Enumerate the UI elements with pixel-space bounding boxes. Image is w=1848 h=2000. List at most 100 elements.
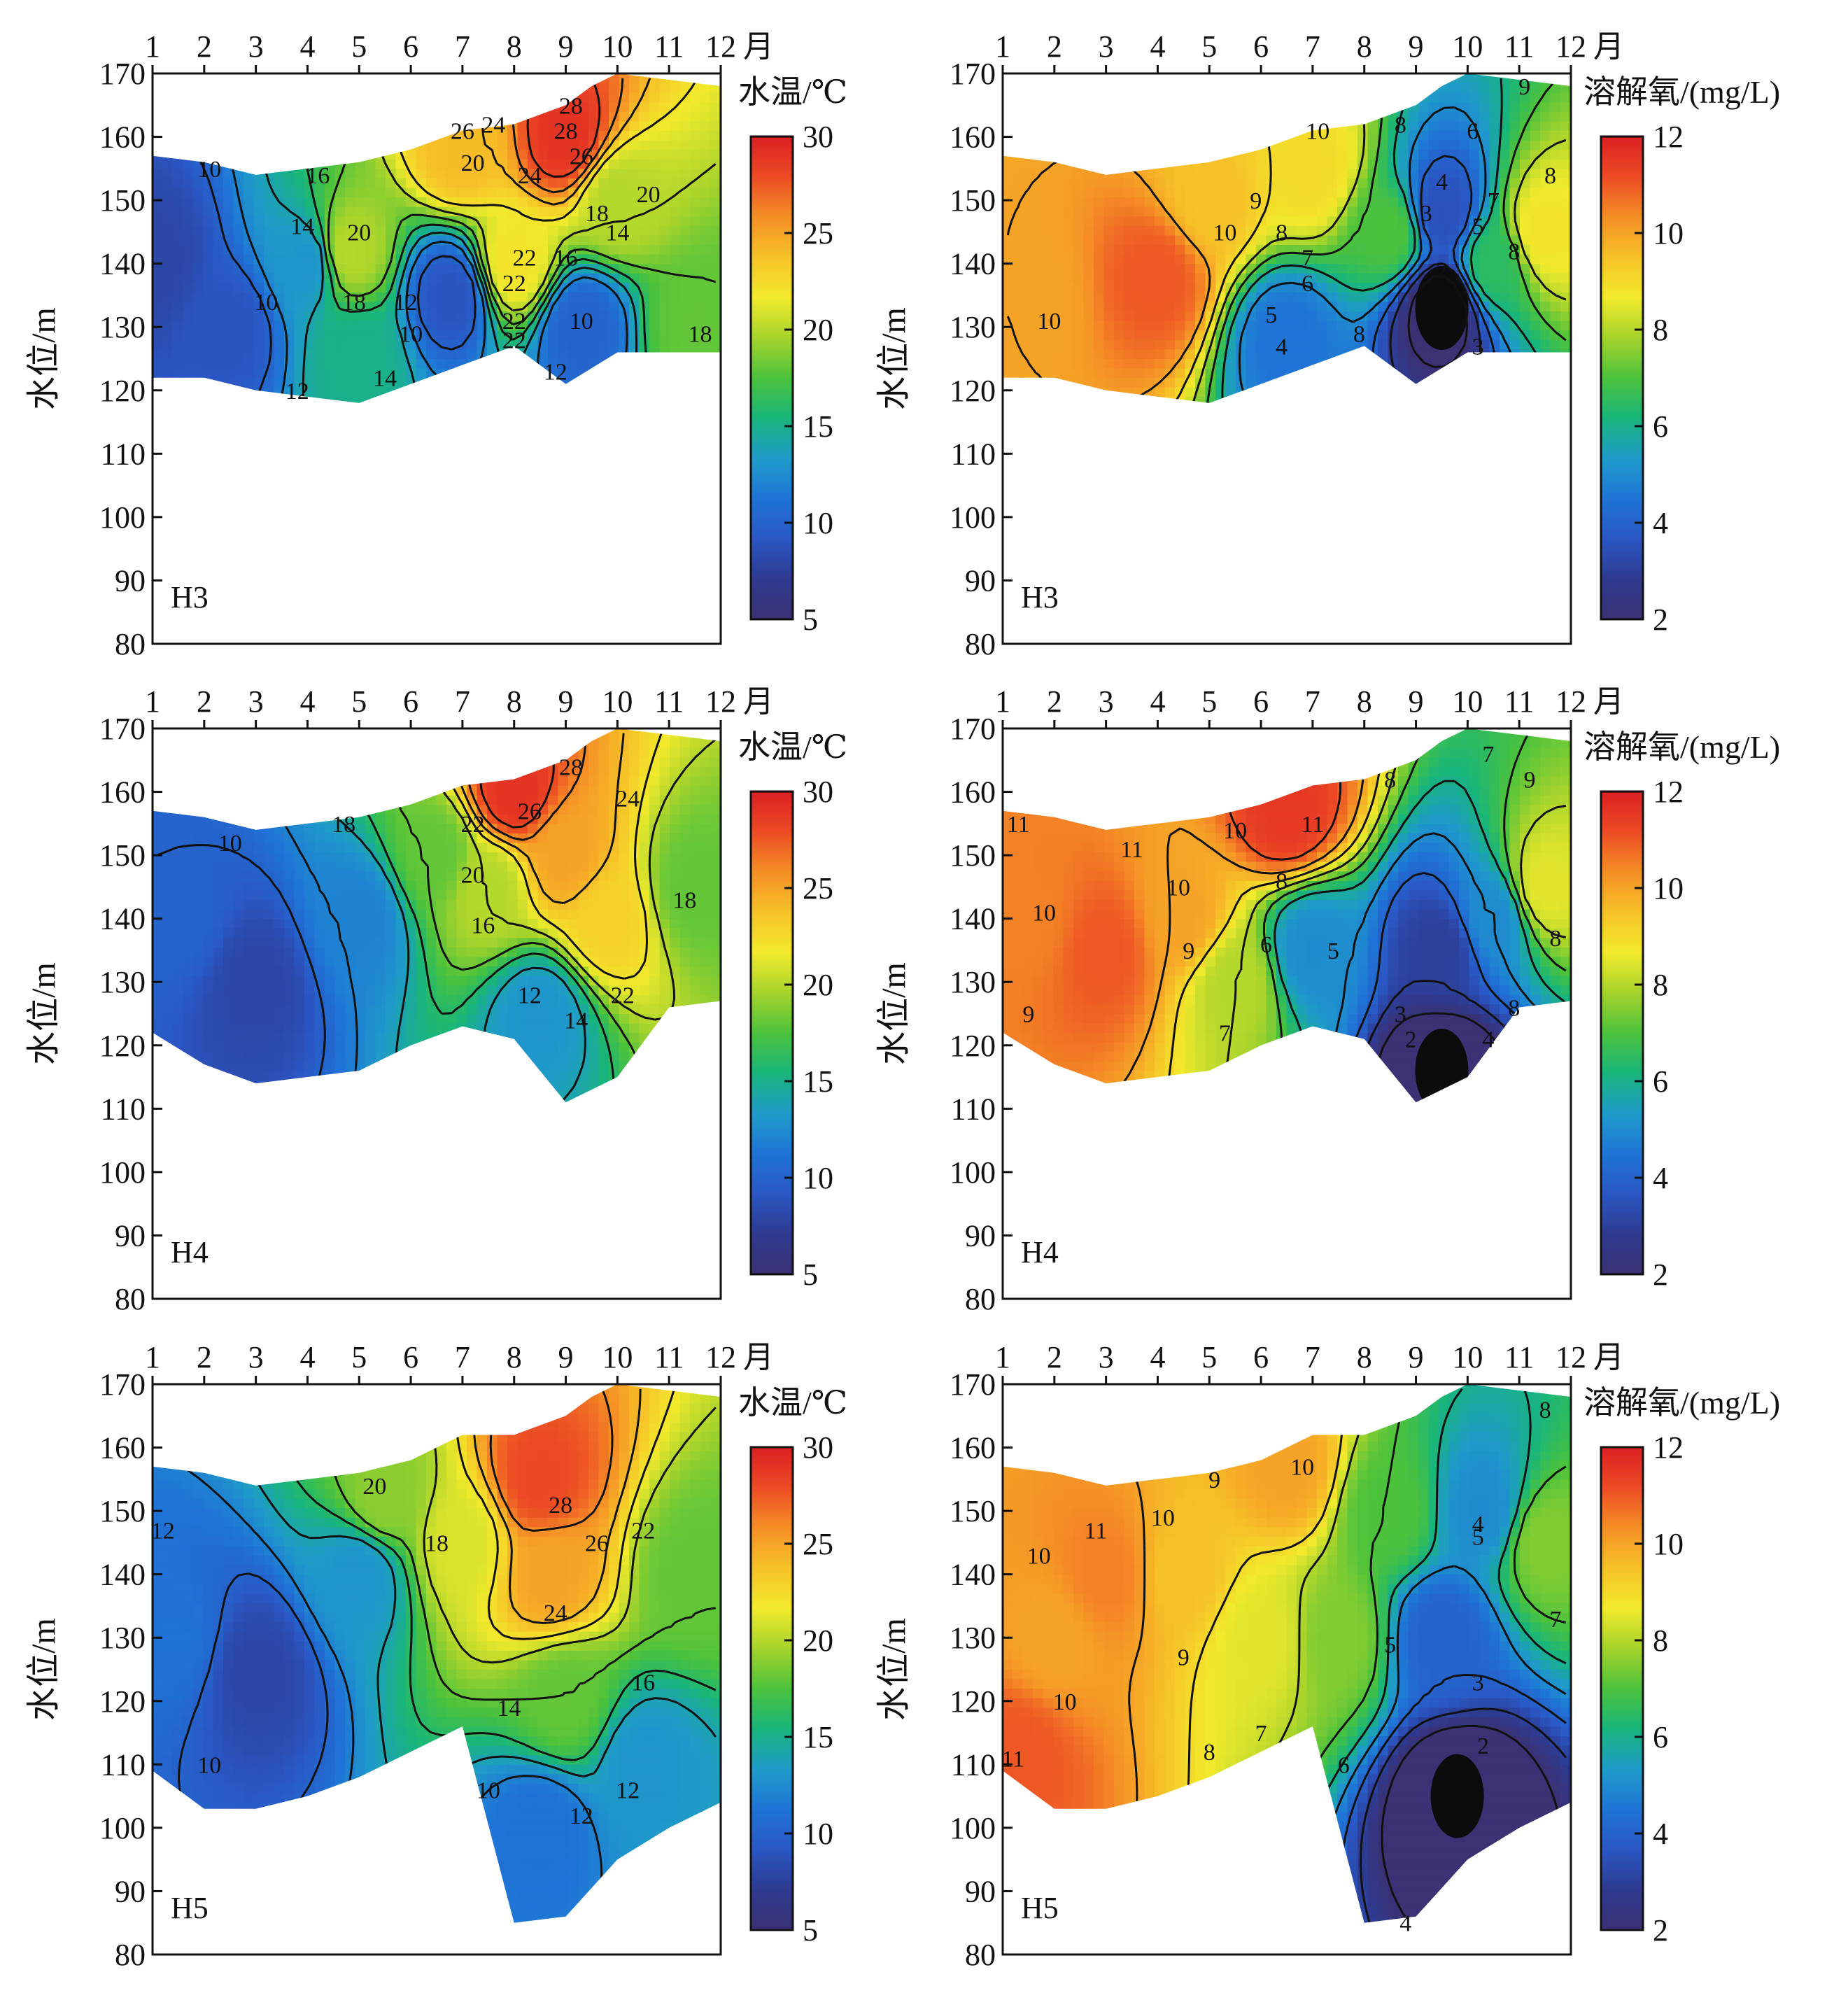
colorbar-tick-label: 4 [1653, 506, 1668, 540]
contour-label: 10 [1027, 1544, 1051, 1570]
x-tick-label: 8 [507, 684, 522, 719]
contour-line [421, 1388, 717, 1664]
colorbar-tick-label: 2 [1653, 1913, 1668, 1948]
colorbar-title: 溶解氧/(mg/L) [1584, 74, 1780, 110]
x-unit-label: 月 [1593, 1340, 1624, 1374]
x-tick-label: 5 [1201, 1340, 1217, 1374]
contour-line [1407, 275, 1468, 368]
y-axis-label: 水位/m [25, 962, 62, 1065]
y-tick-label: 130 [99, 965, 146, 999]
x-tick-label: 1 [145, 29, 160, 64]
x-tick-label: 8 [507, 1340, 522, 1374]
colorbar-tick-label: 2 [1653, 603, 1668, 637]
contour-line [327, 78, 717, 326]
contour-label: 12 [518, 983, 542, 1008]
colorbar-tick-label: 30 [803, 775, 833, 809]
contour-label: 5 [1384, 1632, 1396, 1658]
x-tick-label: 10 [1452, 29, 1483, 64]
colorbar-tick-label: 5 [803, 1913, 818, 1948]
y-tick-label: 140 [99, 1558, 146, 1592]
y-tick-label: 90 [965, 1218, 996, 1253]
contour-label: 24 [481, 112, 505, 138]
y-tick-label: 90 [965, 563, 996, 598]
heat-field [153, 1384, 721, 1923]
contour-label: 8 [1204, 1740, 1215, 1766]
contour-label: 10 [1213, 220, 1236, 246]
contour-label: 22 [502, 309, 526, 334]
contour-line [398, 733, 717, 1021]
x-tick-label: 10 [602, 29, 633, 64]
contour-label: 8 [1395, 112, 1406, 138]
x-tick-label: 12 [705, 684, 736, 719]
panel-h5-oxygen: 1111101010109988776554432809010011012013… [875, 1340, 1780, 1972]
y-tick-label: 110 [951, 1747, 996, 1782]
colorbar [749, 1446, 794, 1931]
y-tick-label: 130 [99, 310, 146, 344]
contour-label: 18 [585, 201, 609, 227]
panel-h4-temperature: 1012141618182022222426288090100110120130… [25, 684, 847, 1316]
x-tick-label: 4 [299, 29, 315, 64]
y-tick-label: 80 [965, 1282, 996, 1316]
contour-label: 10 [1037, 309, 1061, 334]
y-axis-label: 水位/m [25, 1618, 62, 1721]
contour-label: 14 [564, 1008, 588, 1034]
colorbar-tick-label: 4 [1653, 1817, 1668, 1851]
contour-label: 10 [254, 290, 278, 316]
y-tick-label: 170 [99, 1367, 146, 1402]
contour-label: 22 [461, 812, 485, 838]
x-tick-label: 2 [197, 29, 212, 64]
contour-label: 7 [1488, 188, 1500, 214]
x-tick-label: 4 [299, 1340, 315, 1374]
contour-label: 10 [218, 831, 242, 857]
x-tick-label: 2 [197, 1340, 212, 1374]
y-tick-label: 160 [99, 120, 146, 155]
x-tick-label: 11 [654, 29, 684, 64]
colorbar-tick-label: 6 [1653, 409, 1668, 444]
contour-label: 14 [605, 220, 629, 246]
y-tick-label: 170 [950, 712, 996, 746]
contour-label: 5 [1327, 938, 1339, 964]
x-tick-label: 10 [602, 1340, 633, 1374]
x-tick-label: 11 [654, 1340, 684, 1374]
contour-label: 18 [425, 1530, 449, 1556]
contour-label: 24 [616, 787, 640, 812]
contour-label: 20 [637, 182, 661, 208]
contour-label: 6 [1338, 1752, 1350, 1778]
x-tick-label: 7 [455, 684, 470, 719]
contour-label: 3 [1472, 334, 1484, 360]
y-tick-label: 150 [950, 183, 996, 218]
contour-label: 8 [1384, 767, 1396, 793]
contour-line [1007, 733, 1365, 1103]
y-tick-label: 100 [99, 1811, 146, 1845]
contour-label: 22 [631, 1518, 655, 1544]
x-tick-label: 2 [1047, 29, 1062, 64]
x-tick-label: 9 [558, 29, 574, 64]
y-tick-label: 150 [950, 838, 996, 873]
colorbar-tick-label: 10 [1653, 1527, 1684, 1561]
y-tick-label: 170 [99, 57, 146, 91]
y-tick-label: 170 [99, 712, 146, 746]
colorbar-tick-label: 25 [803, 1527, 833, 1561]
contour-label: 26 [570, 144, 593, 170]
colorbar-tick-label: 20 [803, 1624, 833, 1658]
colorbar-title: 水温/℃ [738, 1385, 847, 1421]
x-tick-label: 6 [403, 684, 418, 719]
contour-label: 11 [1084, 1518, 1107, 1544]
x-tick-label: 12 [1556, 29, 1586, 64]
panel-label: H4 [1021, 1235, 1059, 1269]
contour-label: 6 [1302, 271, 1313, 297]
panel-label: H5 [1021, 1891, 1059, 1925]
contour-label: 7 [1302, 246, 1313, 272]
x-tick-label: 1 [995, 1340, 1010, 1374]
low-value-core [1430, 1754, 1484, 1838]
contour-label: 28 [559, 754, 583, 780]
contour-label: 8 [1544, 163, 1556, 189]
x-tick-label: 12 [1556, 1340, 1586, 1374]
heat-field [153, 73, 721, 403]
x-tick-label: 11 [1504, 684, 1534, 719]
y-tick-label: 170 [950, 1367, 996, 1402]
contour-label: 26 [585, 1530, 609, 1556]
y-tick-label: 160 [950, 120, 996, 155]
x-tick-label: 5 [1201, 29, 1217, 64]
colorbar-tick-label: 8 [1653, 968, 1668, 1002]
